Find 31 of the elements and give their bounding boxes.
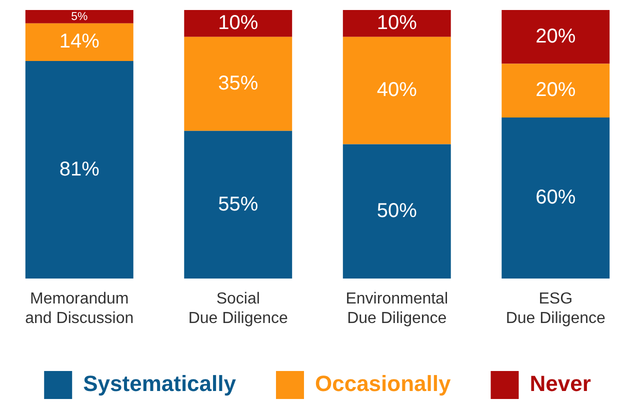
bar <box>502 10 610 64</box>
x-tick-label: Memorandum and Discussion <box>25 290 134 327</box>
data-label: 81% <box>59 158 100 180</box>
legend-label: Never <box>530 371 592 396</box>
bar <box>502 117 610 279</box>
data-label: 40% <box>376 79 418 102</box>
legend-label: Systematically <box>83 371 237 396</box>
x-tick-label: ESG Due Diligence <box>506 290 606 327</box>
data-label: 35% <box>218 72 258 94</box>
bar <box>25 61 134 279</box>
bar <box>342 144 451 279</box>
data-label: 5% <box>71 10 88 23</box>
bar <box>25 23 134 62</box>
bar <box>342 10 451 37</box>
bar <box>25 10 134 24</box>
data-label: 50% <box>376 200 418 222</box>
bar <box>502 64 610 118</box>
data-label: 55% <box>218 193 258 216</box>
data-label: 10% <box>218 12 258 34</box>
data-label: 10% <box>376 12 418 34</box>
data-label: 20% <box>536 25 576 48</box>
bar <box>184 10 292 37</box>
data-label: 14% <box>59 30 100 53</box>
bar <box>342 36 451 144</box>
x-tick-label: Social Due Diligence <box>188 290 288 327</box>
data-label: 60% <box>536 186 576 209</box>
bar <box>184 130 292 279</box>
x-tick-label: Environmental Due Diligence <box>346 290 448 327</box>
data-label: 20% <box>536 79 576 102</box>
bar <box>184 36 292 131</box>
legend-label: Occasionally <box>314 371 452 396</box>
